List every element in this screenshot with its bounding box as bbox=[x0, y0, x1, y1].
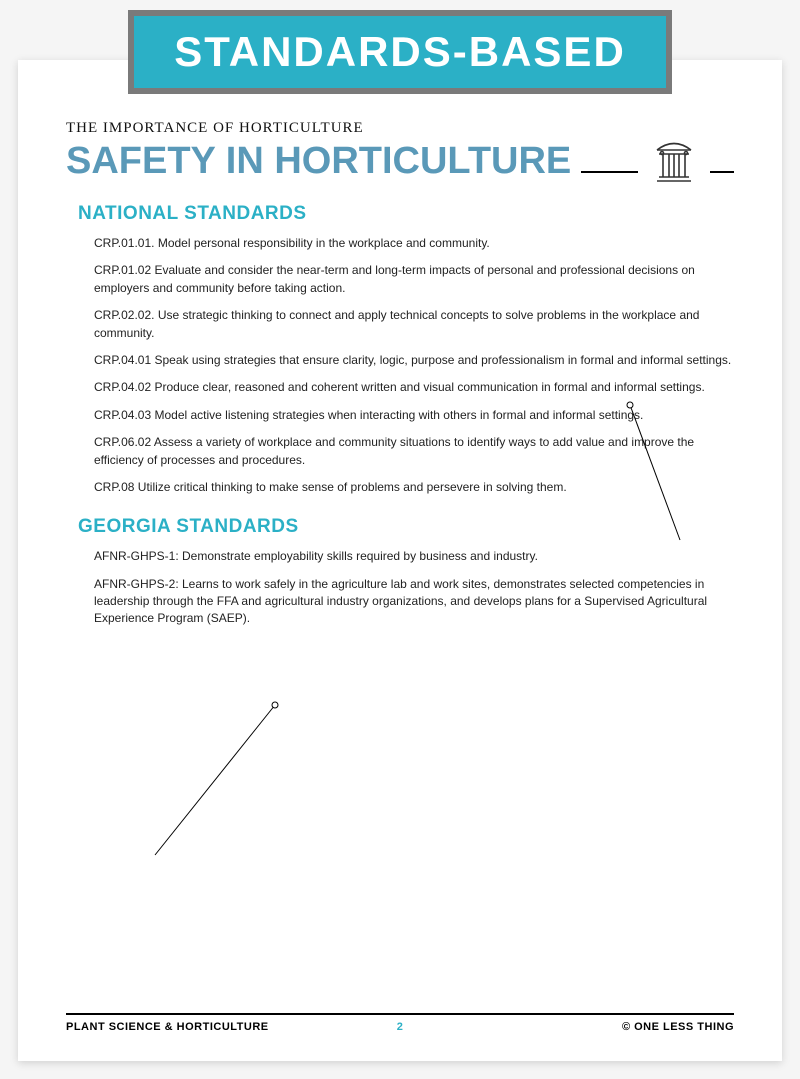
standard-item: CRP.08 Utilize critical thinking to make… bbox=[94, 479, 734, 496]
standard-item: CRP.04.02 Produce clear, reasoned and co… bbox=[94, 379, 734, 396]
footer: PLANT SCIENCE & HORTICULTURE 2 © ONE LES… bbox=[66, 1013, 734, 1033]
pillar-icon bbox=[654, 139, 694, 183]
banner: STANDARDS-BASED bbox=[128, 10, 672, 94]
standard-item: CRP.01.02 Evaluate and consider the near… bbox=[94, 262, 734, 297]
standard-item: AFNR-GHPS-2: Learns to work safely in th… bbox=[94, 576, 734, 628]
standard-item: AFNR-GHPS-1: Demonstrate employability s… bbox=[94, 548, 734, 565]
national-list: CRP.01.01. Model personal responsibility… bbox=[94, 235, 734, 496]
national-heading: NATIONAL STANDARDS bbox=[78, 203, 734, 225]
main-title: SAFETY IN HORTICULTURE bbox=[66, 140, 571, 183]
standard-item: CRP.04.03 Model active listening strateg… bbox=[94, 407, 734, 424]
page: THE IMPORTANCE OF HORTICULTURE SAFETY IN… bbox=[18, 60, 782, 1061]
standard-item: CRP.04.01 Speak using strategies that en… bbox=[94, 352, 734, 369]
georgia-heading: GEORGIA STANDARDS bbox=[78, 516, 734, 538]
georgia-list: AFNR-GHPS-1: Demonstrate employability s… bbox=[94, 548, 734, 628]
title-rule-left bbox=[581, 171, 638, 173]
footer-page-number: 2 bbox=[397, 1021, 404, 1033]
title-rule-right bbox=[710, 171, 734, 173]
pre-title: THE IMPORTANCE OF HORTICULTURE bbox=[66, 120, 734, 137]
standard-item: CRP.06.02 Assess a variety of workplace … bbox=[94, 434, 734, 469]
footer-left: PLANT SCIENCE & HORTICULTURE bbox=[66, 1021, 269, 1033]
footer-right: © ONE LESS THING bbox=[622, 1021, 734, 1033]
standard-item: CRP.02.02. Use strategic thinking to con… bbox=[94, 307, 734, 342]
standard-item: CRP.01.01. Model personal responsibility… bbox=[94, 235, 734, 252]
